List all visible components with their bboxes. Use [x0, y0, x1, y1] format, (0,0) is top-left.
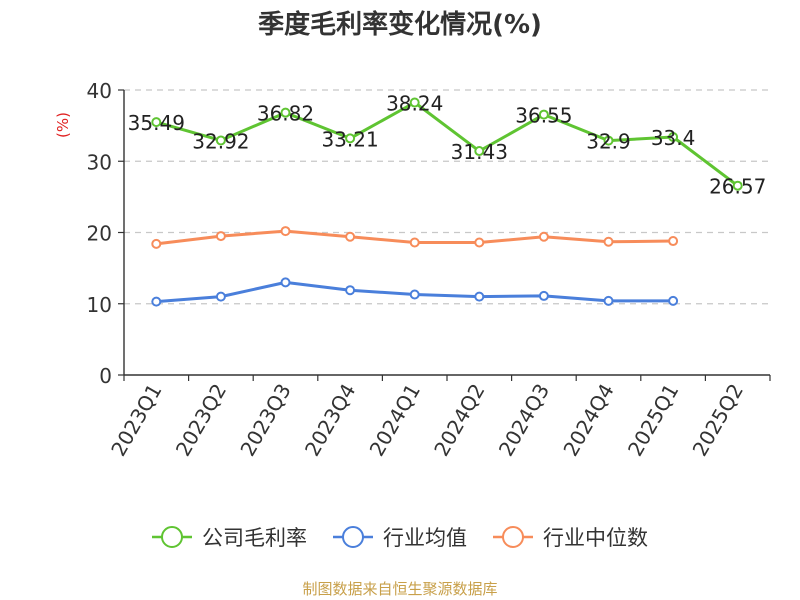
- data-point: [409, 289, 420, 300]
- data-label: 32.9: [586, 130, 631, 154]
- data-point: [280, 226, 291, 237]
- data-point: [409, 97, 420, 108]
- x-tick-label: 2024Q1: [365, 380, 425, 461]
- data-label: 36.82: [257, 102, 314, 126]
- y-tick-label: 40: [87, 79, 112, 103]
- data-point: [668, 132, 679, 143]
- data-point: [151, 238, 162, 249]
- data-point: [215, 291, 226, 302]
- series-lines: [151, 97, 743, 307]
- data-point: [345, 231, 356, 242]
- x-tick-label: 2025Q1: [623, 380, 683, 461]
- x-tick-label: 2024Q3: [494, 380, 554, 461]
- data-point: [538, 231, 549, 242]
- data-label: 26.57: [709, 175, 766, 199]
- legend-marker: [502, 526, 524, 548]
- data-point: [151, 117, 162, 128]
- y-tick-label: 10: [87, 293, 112, 317]
- data-point: [409, 237, 420, 248]
- x-tick-label: 2023Q4: [300, 380, 360, 461]
- data-label: 33.4: [651, 126, 696, 150]
- legend-label: 行业均值: [383, 526, 467, 550]
- y-tick-label: 20: [87, 222, 112, 246]
- data-point: [474, 291, 485, 302]
- data-point: [151, 296, 162, 307]
- legend: 公司毛利率 行业均值 行业中位数: [152, 526, 648, 550]
- data-point: [474, 237, 485, 248]
- legend-label: 公司毛利率: [202, 526, 307, 550]
- y-tick-label: 0: [99, 364, 112, 388]
- x-tick-label: 2024Q4: [558, 380, 618, 461]
- gridlines: [124, 89, 770, 305]
- data-label: 31.43: [451, 140, 508, 164]
- data-point: [215, 231, 226, 242]
- x-tick-label: 2025Q2: [688, 380, 748, 461]
- legend-marker: [342, 526, 364, 548]
- x-tick-label: 2023Q1: [106, 380, 166, 461]
- data-point: [603, 236, 614, 247]
- data-point: [603, 295, 614, 306]
- legend-marker: [161, 526, 183, 548]
- data-point: [668, 295, 679, 306]
- data-label: 35.49: [128, 111, 185, 135]
- data-point: [280, 107, 291, 118]
- chart-title: 季度毛利率变化情况(%): [258, 10, 542, 40]
- data-point: [732, 180, 743, 191]
- data-point: [538, 290, 549, 301]
- data-labels: 35.49 32.92 36.82 33.21 38.24 31.43 36.55 32.9 3…: [128, 92, 767, 199]
- data-point: [538, 109, 549, 120]
- data-label: 32.92: [192, 129, 249, 153]
- data-label: 36.55: [515, 104, 572, 128]
- data-label: 38.24: [386, 92, 443, 116]
- y-tick-label: 30: [87, 150, 112, 174]
- data-point: [345, 133, 356, 144]
- legend-label: 行业中位数: [543, 526, 648, 550]
- x-tick-label: 2023Q3: [235, 380, 295, 461]
- x-tick-label: 2024Q2: [429, 380, 489, 461]
- data-point: [474, 146, 485, 157]
- data-label: 33.21: [321, 127, 378, 151]
- data-point: [215, 135, 226, 146]
- data-point: [280, 277, 291, 288]
- source-footnote: 制图数据来自恒生聚源数据库: [302, 580, 498, 598]
- x-tick-label: 2023Q2: [171, 380, 231, 461]
- data-point: [603, 135, 614, 146]
- data-point: [345, 285, 356, 296]
- y-axis-title: (%): [54, 112, 72, 138]
- series-line: [155, 101, 739, 187]
- data-point: [668, 236, 679, 247]
